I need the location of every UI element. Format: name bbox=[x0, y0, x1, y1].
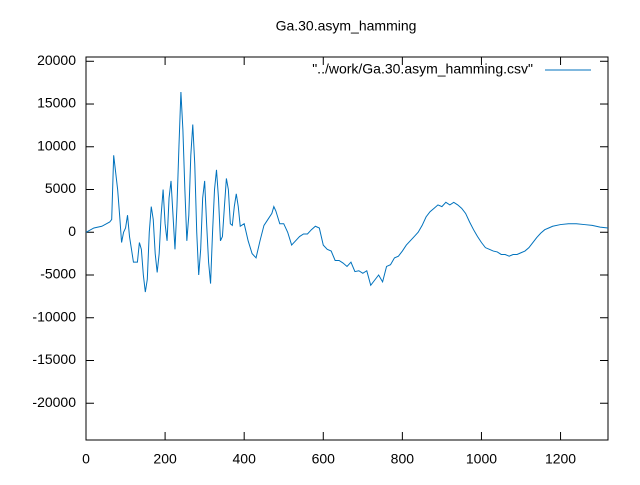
chart-title: Ga.30.asym_hamming bbox=[276, 18, 417, 34]
y-tick-label: 20000 bbox=[37, 52, 76, 68]
x-tick-label: 200 bbox=[153, 451, 177, 467]
y-tick-label: 15000 bbox=[37, 95, 76, 111]
series-line bbox=[85, 92, 609, 293]
x-tick-label: 800 bbox=[391, 451, 415, 467]
y-tick-label: -15000 bbox=[32, 351, 76, 367]
x-tick-label: 600 bbox=[312, 451, 336, 467]
y-tick-label: -5000 bbox=[40, 266, 76, 282]
x-tick-label: 1000 bbox=[466, 451, 497, 467]
y-tick-label: 5000 bbox=[45, 180, 76, 196]
legend-label: "../work/Ga.30.asym_hamming.csv" bbox=[312, 61, 533, 77]
y-tick-label: -20000 bbox=[32, 394, 76, 410]
x-tick-label: 1200 bbox=[545, 451, 576, 467]
x-tick-label: 400 bbox=[233, 451, 257, 467]
y-tick-label: 0 bbox=[68, 223, 76, 239]
x-tick-label: 0 bbox=[82, 451, 90, 467]
y-tick-label: -10000 bbox=[32, 308, 76, 324]
plot-frame bbox=[85, 56, 609, 441]
y-tick-label: 10000 bbox=[37, 137, 76, 153]
